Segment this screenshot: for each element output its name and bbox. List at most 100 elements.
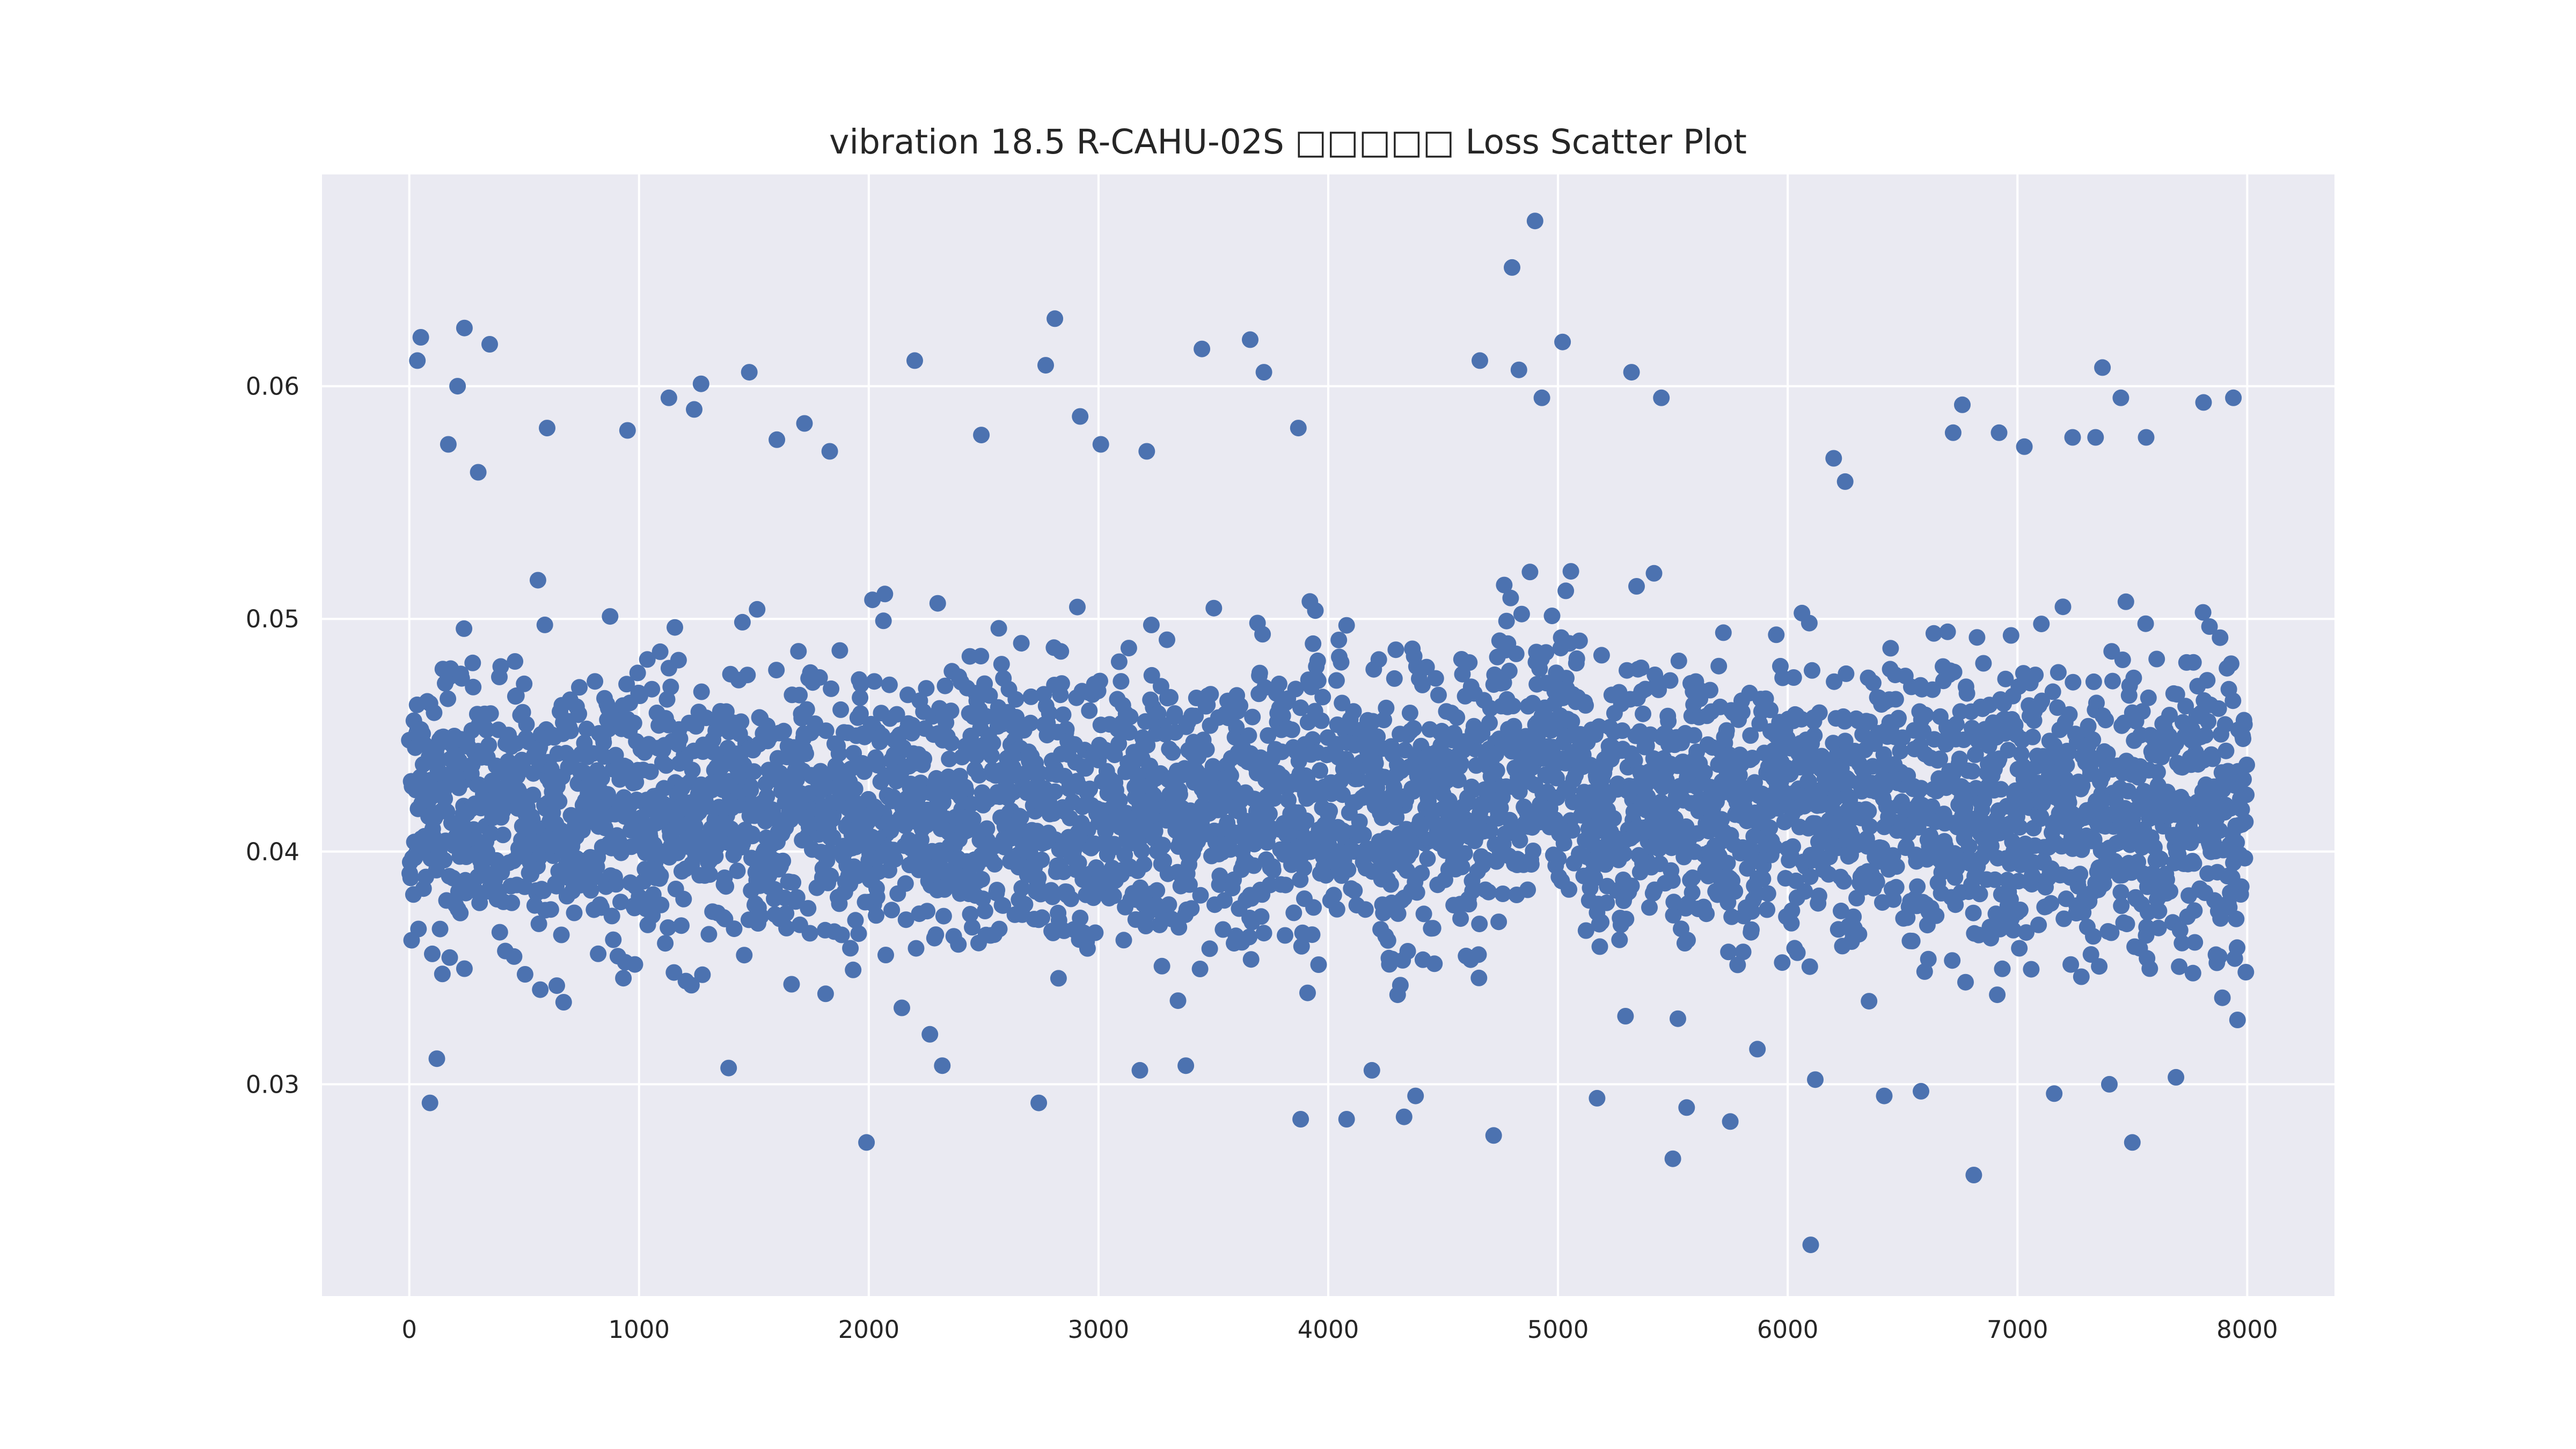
data-point (2103, 924, 2120, 941)
outlier-point (2138, 429, 2155, 446)
data-point (665, 964, 683, 981)
outlier-point (1807, 1071, 1824, 1088)
data-point (1330, 632, 1348, 648)
data-point (1951, 750, 1968, 767)
data-point (1309, 652, 1326, 669)
data-point (1312, 762, 1329, 779)
data-point (864, 591, 881, 609)
data-point (444, 869, 462, 887)
outlier-point (412, 329, 429, 346)
data-point (2106, 853, 2124, 870)
data-point (612, 894, 629, 911)
x-tick-label: 4000 (1298, 1315, 1359, 1344)
data-point (1945, 663, 1963, 680)
data-point (1309, 672, 1327, 689)
outlier-point (769, 431, 786, 448)
data-point (950, 936, 967, 953)
data-point (608, 876, 625, 893)
data-point (1960, 838, 1978, 855)
data-point (1160, 896, 1177, 913)
data-point (1440, 792, 1458, 809)
data-point (2218, 742, 2235, 759)
data-point (1340, 861, 1357, 879)
data-point (2023, 961, 2040, 978)
data-point (774, 852, 792, 869)
data-point (729, 862, 746, 880)
data-point (1749, 1041, 1766, 1058)
data-point (1696, 764, 1713, 781)
outlier-point (1242, 331, 1258, 348)
data-point (1192, 887, 1209, 904)
data-point (1055, 863, 1072, 881)
data-point (2235, 771, 2252, 788)
data-point (1538, 644, 1555, 661)
data-point (1379, 932, 1396, 949)
y-tick-label: 0.04 (246, 838, 299, 866)
outlier-point (409, 352, 426, 369)
data-point (1072, 910, 1089, 926)
data-point (494, 826, 511, 844)
data-point (916, 750, 933, 767)
data-point (833, 926, 850, 943)
data-point (1453, 858, 1470, 875)
data-point (1265, 790, 1283, 807)
data-point (452, 904, 469, 921)
data-point (1548, 770, 1565, 787)
data-point (658, 691, 676, 708)
data-point (1314, 689, 1331, 706)
data-point (2097, 712, 2114, 729)
data-point (1277, 927, 1293, 944)
data-point (778, 919, 795, 936)
data-point (986, 855, 1003, 873)
outlier-point (1526, 213, 1543, 230)
data-point (1187, 707, 1204, 724)
data-point (1223, 767, 1239, 784)
data-point (643, 680, 661, 698)
data-point (1920, 950, 1937, 968)
data-point (1202, 686, 1219, 703)
data-point (1598, 894, 1615, 911)
data-point (2199, 672, 2216, 689)
data-point (2091, 958, 2108, 975)
data-point (670, 652, 687, 669)
data-point (1617, 1008, 1634, 1024)
data-point (1274, 707, 1291, 724)
data-point (1136, 856, 1153, 873)
data-point (823, 680, 840, 697)
outlier-point (1363, 1062, 1380, 1079)
data-point (964, 811, 982, 828)
data-point (852, 689, 869, 706)
outlier-point (1913, 1082, 1929, 1100)
data-point (1789, 944, 1806, 961)
data-point (1228, 719, 1245, 736)
data-point (1994, 960, 2011, 977)
outlier-point (1664, 1150, 1681, 1167)
data-point (1198, 741, 1215, 758)
data-point (595, 734, 612, 751)
data-point (2062, 956, 2080, 973)
data-point (2174, 934, 2191, 952)
data-point (456, 960, 473, 977)
outlier-point (2087, 429, 2104, 446)
data-point (626, 956, 643, 973)
data-point (883, 902, 901, 919)
data-point (1254, 626, 1271, 643)
outlier-point (796, 415, 813, 432)
data-point (1801, 958, 1818, 975)
data-point (1310, 956, 1327, 973)
data-point (713, 758, 730, 775)
data-point (817, 722, 835, 740)
data-point (2212, 629, 2229, 646)
data-point (1240, 727, 1257, 744)
data-point (1925, 625, 1942, 642)
x-tick-label: 1000 (608, 1315, 670, 1344)
data-point (2211, 822, 2228, 839)
data-point (1063, 890, 1079, 908)
data-point (1890, 709, 1907, 727)
data-point (2162, 883, 2178, 900)
data-point (2197, 727, 2214, 744)
data-point (1868, 874, 1885, 891)
outlier-point (720, 1059, 737, 1077)
x-tick-label: 7000 (1987, 1315, 2048, 1344)
data-point (936, 677, 954, 694)
